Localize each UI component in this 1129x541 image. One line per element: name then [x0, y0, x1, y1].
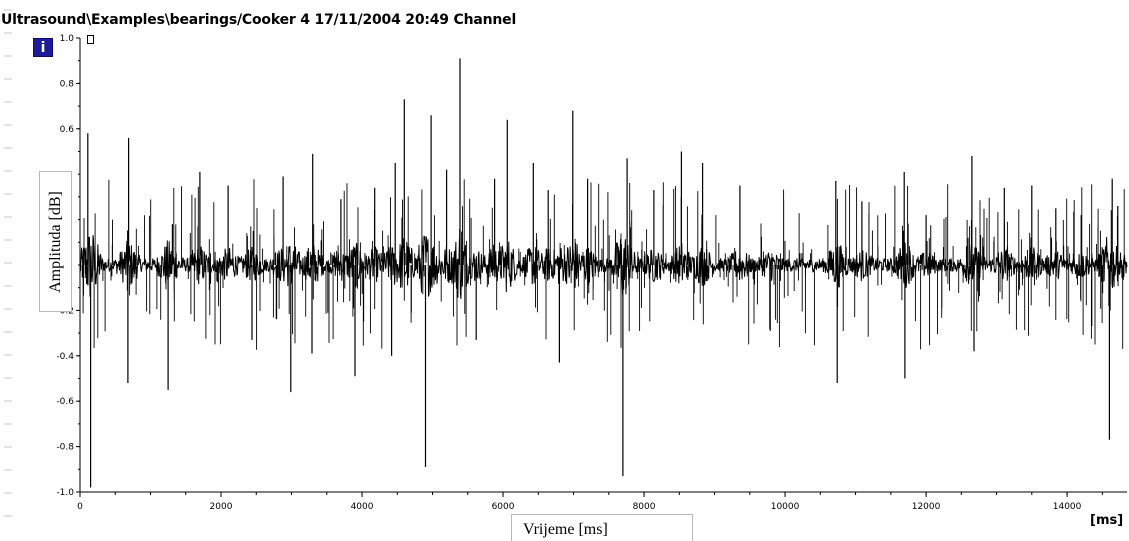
left-ruler — [4, 9, 12, 517]
y-tick-label: 1.0 — [60, 34, 75, 44]
info-icon[interactable]: i — [33, 38, 53, 57]
impulse-cluster — [81, 179, 1125, 350]
x-axis-label-box: Vrijeme [ms] — [511, 514, 693, 541]
x-tick-label: 12000 — [912, 502, 941, 512]
x-tick-label: 8000 — [633, 502, 656, 512]
x-tick-label: 4000 — [351, 502, 374, 512]
x-tick-label: 0 — [77, 502, 83, 512]
x-axis-ticks: 0 2000 4000 6000 8000 10000 12000 14000 — [77, 492, 1103, 512]
waveform-series — [79, 58, 1128, 488]
small-box-icon[interactable] — [87, 35, 94, 44]
y-tick-label: 0.6 — [60, 125, 75, 135]
x-tick-label: 14000 — [1053, 502, 1082, 512]
y-tick-label: -0.4 — [56, 352, 74, 362]
y-axis-label-box: Amplituda [dB] — [39, 171, 72, 312]
window-title: Ultrasound\Examples\bearings/Cooker 4 17… — [1, 12, 517, 28]
y-tick-label: -0.8 — [56, 443, 74, 453]
y-tick-label: 0.8 — [60, 79, 75, 89]
x-axis-label: Vrijeme [ms] — [523, 521, 608, 538]
x-tick-label: 10000 — [771, 502, 800, 512]
waveform-trace — [79, 235, 1128, 299]
y-tick-label: -0.6 — [56, 397, 74, 407]
x-tick-label: 6000 — [492, 502, 515, 512]
y-tick-label: -1.0 — [56, 488, 74, 498]
x-tick-label: 2000 — [210, 502, 233, 512]
x-axis-unit-label: [ms] — [1090, 513, 1124, 528]
y-axis-label: Amplituda [dB] — [46, 190, 64, 293]
